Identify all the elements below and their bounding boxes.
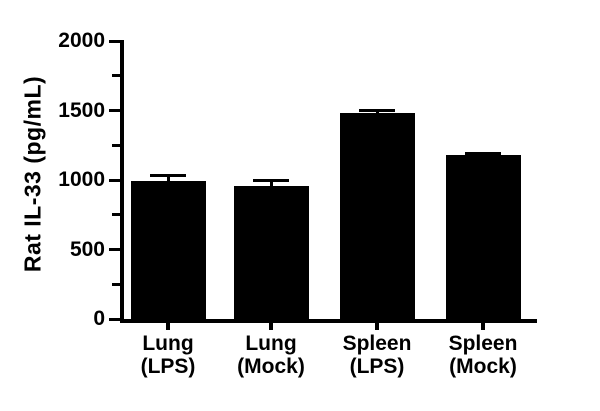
y-minor-tick-1250 [112,143,120,147]
error-bar-stem-lung-mock [269,178,273,191]
error-bar-cap-spleen-mock [465,151,501,155]
error-bar-stem-spleen-lps [375,109,379,118]
x-label-line: Spleen [448,332,518,355]
y-major-tick-2000 [109,39,120,43]
y-major-tick-500 [109,248,120,251]
error-bar-cap-spleen-lps [359,109,395,113]
x-label-line: (Mock) [449,355,517,378]
x-label-lung-lps: Lung (LPS) [108,332,228,378]
x-label-lung-mock: Lung (Mock) [211,332,331,378]
bar-lung-mock [233,186,309,321]
x-label-spleen-mock: Spleen (Mock) [423,332,543,378]
x-tick-spleen-mock [481,323,485,330]
x-label-line: (LPS) [140,355,196,378]
y-minor-tick-250 [112,282,120,286]
y-tick-label-1000: 1000 [58,168,105,191]
bar-spleen-mock [445,154,521,321]
x-label-line: Lung [142,332,194,355]
y-major-tick-0 [109,317,120,321]
x-label-spleen-lps: Spleen (LPS) [317,332,437,378]
y-axis-line [120,40,124,323]
y-minor-tick-750 [112,213,120,217]
x-tick-spleen-lps [375,323,379,330]
y-tick-label-0: 0 [93,307,105,330]
y-tick-label-500: 500 [69,237,105,261]
x-tick-lung-mock [269,323,273,330]
bar-spleen-lps [339,113,415,321]
x-label-line: Spleen [342,332,412,355]
y-major-tick-1500 [109,109,120,112]
x-label-line: (LPS) [349,355,405,378]
error-bar-stem-lung-lps [166,174,170,186]
x-tick-lung-lps [166,323,170,330]
x-axis-line [120,319,537,323]
y-tick-label-1500: 1500 [58,98,105,122]
x-label-line: Lung [245,332,297,355]
bar-lung-lps [130,181,206,321]
y-major-tick-1000 [109,178,120,182]
error-bar-cap-lung-lps [150,174,186,178]
x-label-line: (Mock) [237,355,305,378]
error-bar-cap-lung-mock [253,178,289,182]
y-tick-label-2000: 2000 [58,29,105,52]
y-axis-title: Rat IL-33 (pg/mL) [19,75,46,273]
y-minor-tick-1750 [112,74,120,78]
